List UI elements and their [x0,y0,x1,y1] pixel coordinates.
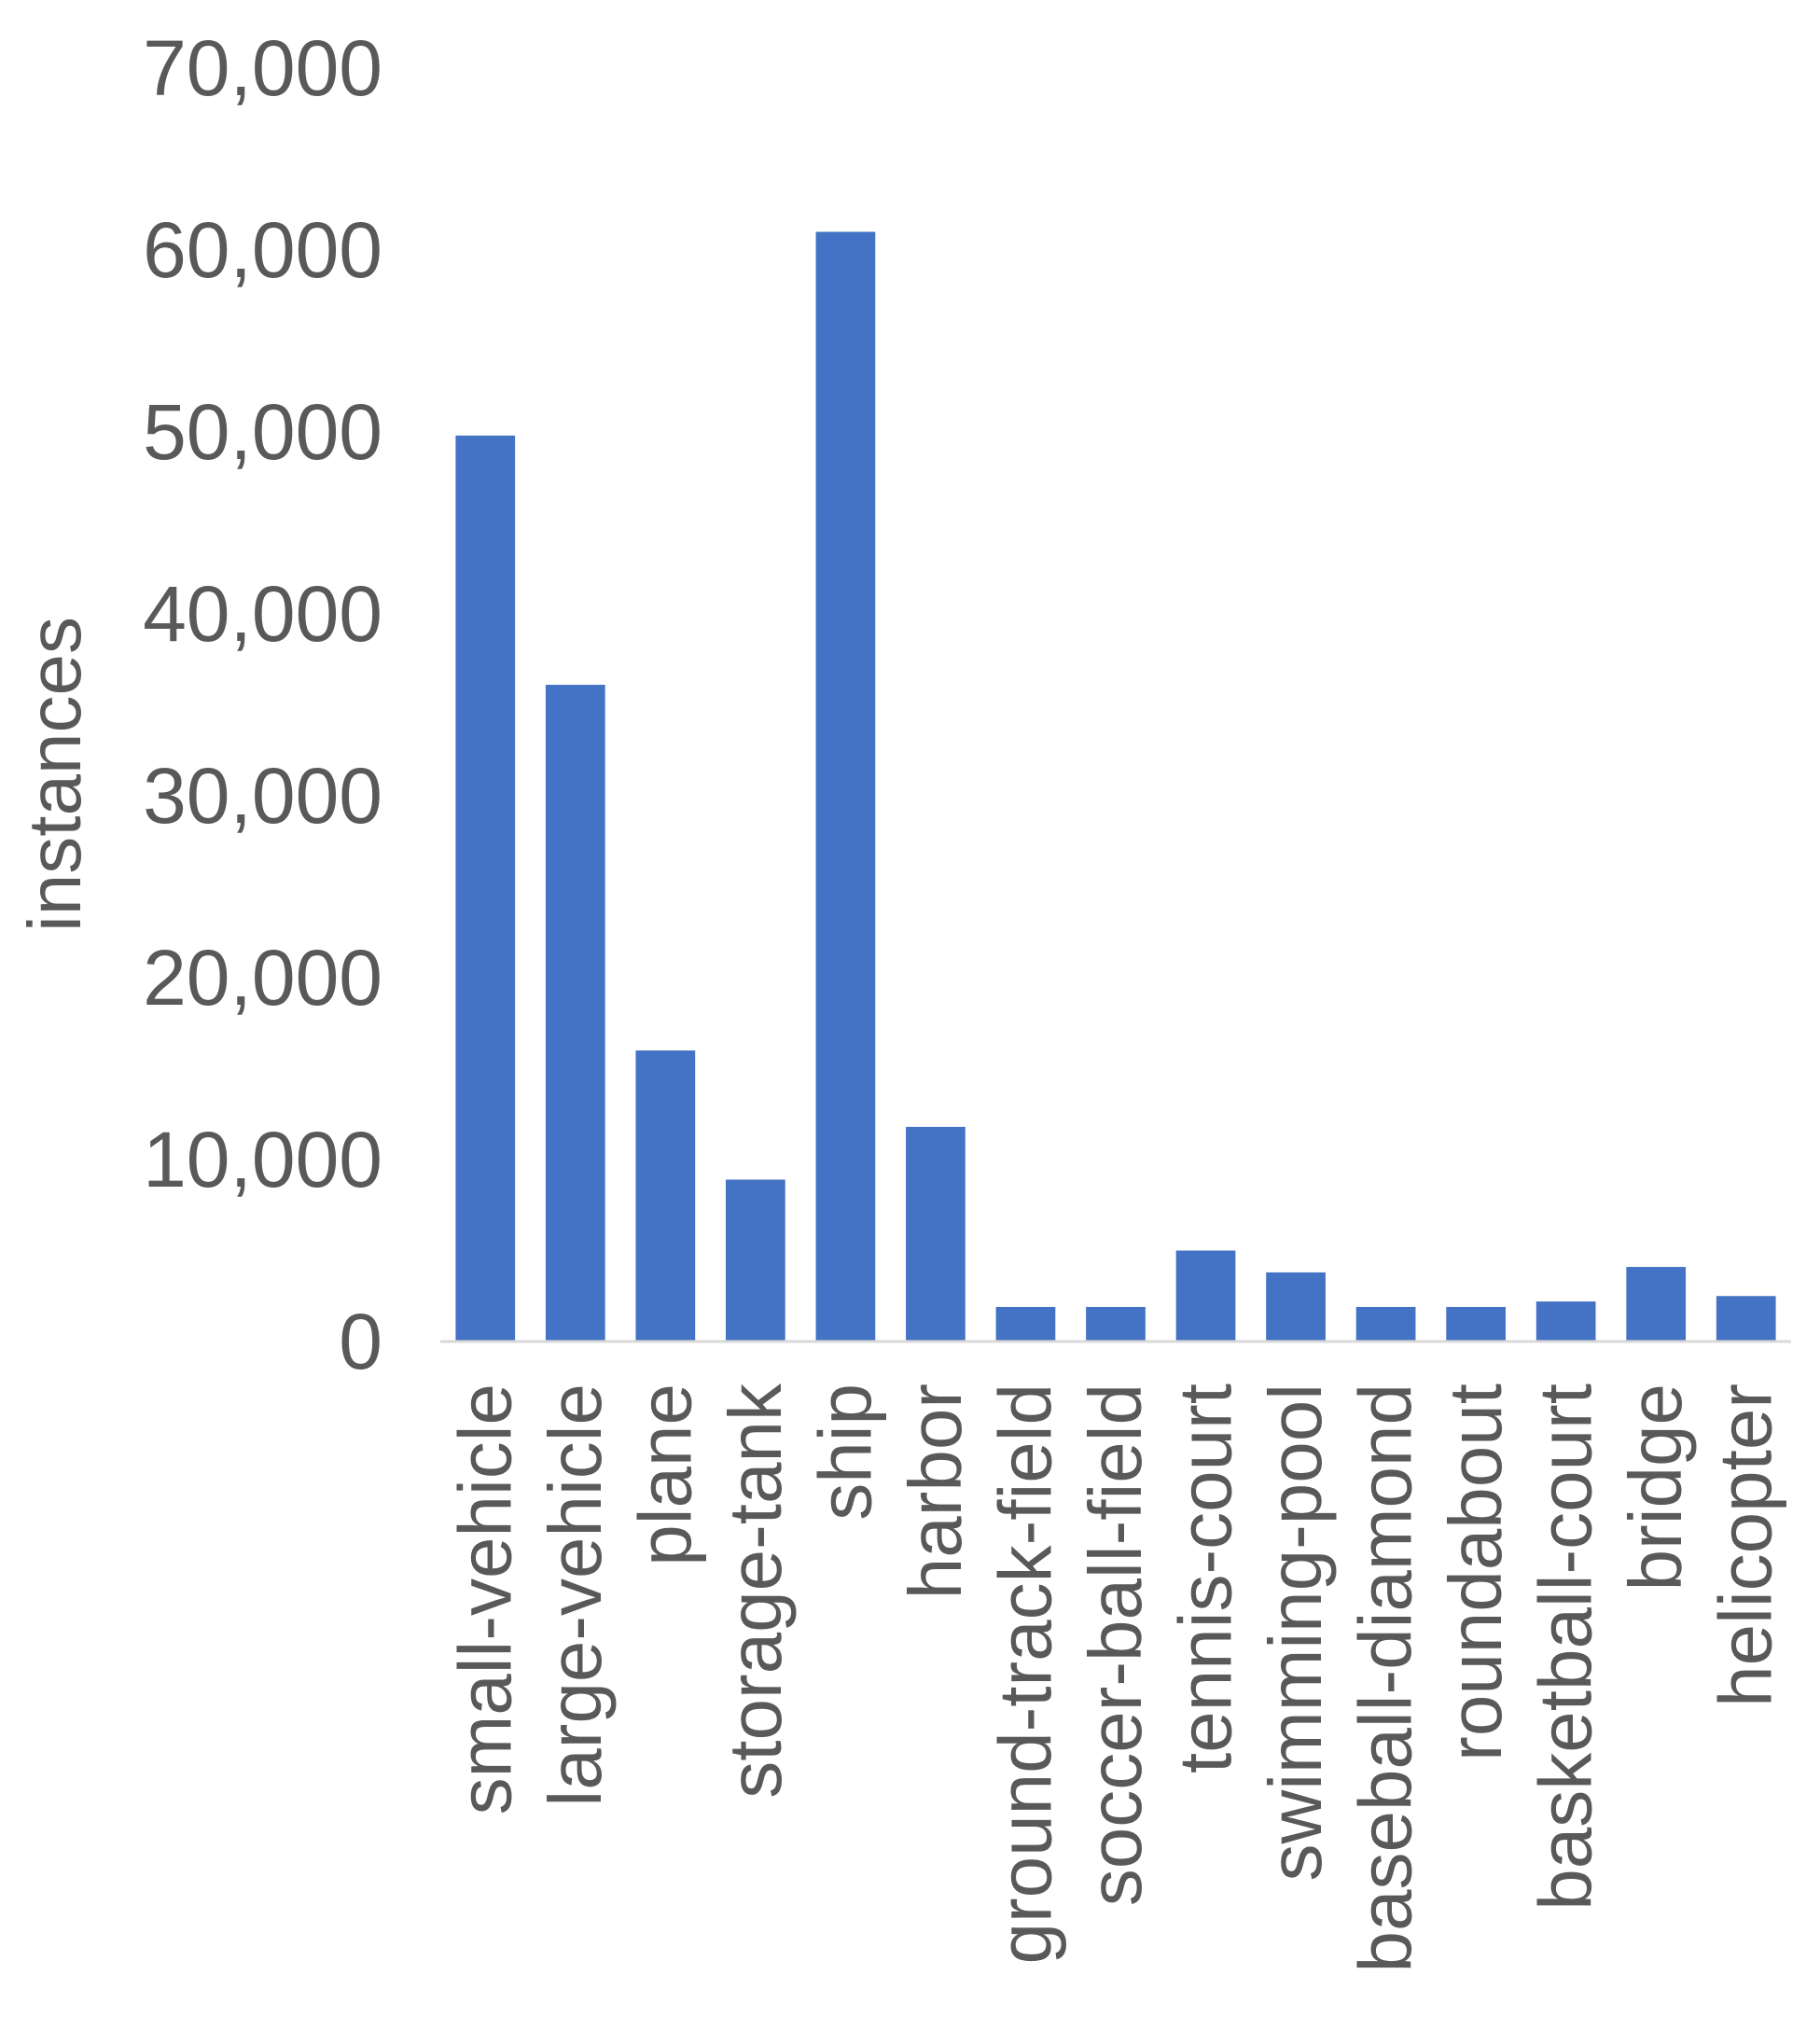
x-category-label: storage-tank [714,1383,797,1799]
x-category-label: plane [623,1383,706,1566]
x-category-label: small-vehicle [443,1383,526,1814]
y-tick-label: 20,000 [143,934,382,1022]
y-tick-label: 40,000 [143,570,382,658]
x-category-label: roundabout [1434,1383,1517,1761]
bar [635,1050,696,1342]
bar-series [455,231,1776,1342]
x-category-label: ground-track-field [983,1383,1066,1965]
y-tick-label: 10,000 [143,1116,382,1203]
x-category-label: bridge [1614,1383,1697,1591]
x-category-label: basketball-court [1524,1383,1607,1911]
x-category-label: soccer-ball-field [1074,1383,1157,1906]
y-tick-label: 0 [339,1298,382,1385]
bar [1086,1306,1146,1342]
x-category-label: helicopter [1704,1383,1787,1707]
x-category-label: large-vehicle [534,1383,617,1807]
x-category-label: baseball-diamond [1344,1383,1427,1973]
x-category-label: harbor [894,1383,977,1599]
x-category-label: swimming-pool [1254,1383,1337,1881]
x-axis-categories: small-vehicle large-vehicle plane storage-t… [443,1383,1786,1973]
bar [1355,1306,1416,1342]
x-category-label: tennis-court [1164,1383,1247,1773]
bar [1716,1296,1776,1342]
bar [545,685,605,1342]
y-tick-label: 60,000 [143,206,382,294]
bar [726,1179,785,1342]
y-axis-title: instances [13,617,96,932]
y-axis-ticks: 0 10,000 20,000 30,000 40,000 50,000 60,000 70,… [143,24,382,1385]
bar [995,1306,1056,1342]
bar [815,231,876,1342]
bar [1175,1250,1236,1342]
bar [1446,1306,1506,1342]
bar [455,435,516,1342]
bar [1535,1301,1596,1342]
y-tick-label: 50,000 [143,388,382,476]
y-tick-label: 30,000 [143,752,382,840]
x-category-label: ship [803,1383,886,1521]
y-tick-label: 70,000 [143,24,382,112]
bar [1266,1272,1326,1342]
bar [1626,1267,1687,1342]
bar [906,1126,966,1342]
